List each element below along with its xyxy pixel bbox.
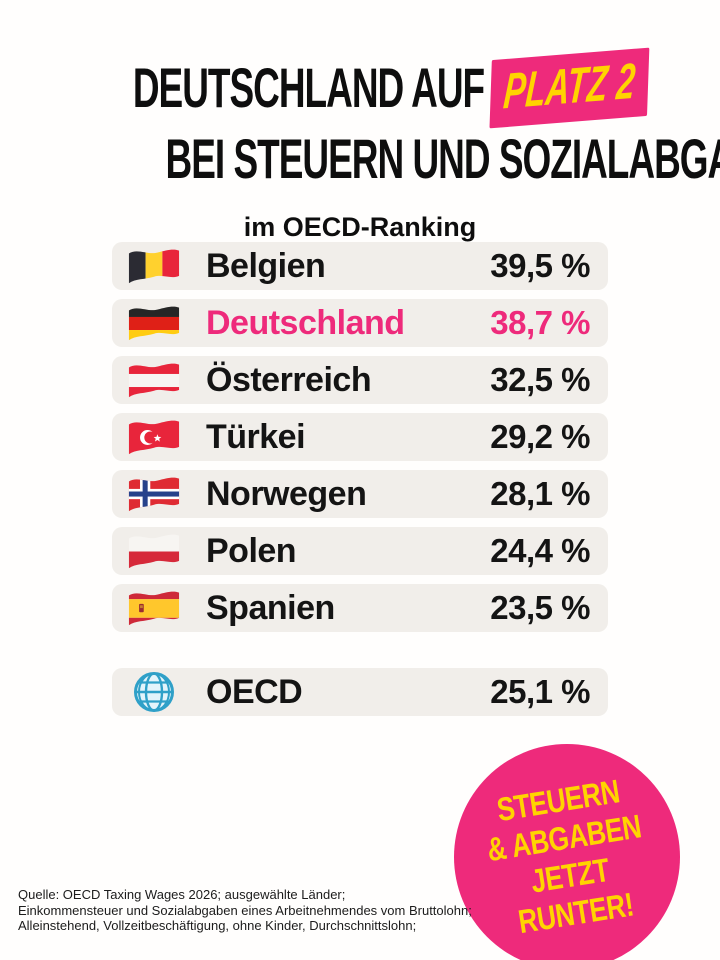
oecd-value: 25,1 % [490, 673, 590, 710]
globe-with-meridians-icon [134, 672, 174, 712]
spain-flag-icon [128, 591, 180, 625]
country-name: Belgien [206, 246, 326, 285]
source-line: Quelle: OECD Taxing Wages 2026; ausgewäh… [18, 887, 346, 902]
country-name: Deutschland [206, 303, 405, 342]
country-value: 38,7 % [490, 304, 590, 341]
title-text-2: BEI STEUERN UND SOZIALABGABEN [165, 126, 720, 190]
campaign-badge-text: STEUERN & ABGABEN JETZT RUNTER! [459, 767, 675, 947]
country-name: Österreich [206, 360, 372, 399]
ranking-list: Belgien 39,5 % Deutschland 38,7 % [112, 242, 608, 725]
country-name: Norwegen [206, 474, 367, 513]
country-name: Spanien [206, 588, 335, 627]
oecd-average-row: OECD 25,1 % [112, 668, 608, 716]
oecd-label: OECD [206, 672, 303, 711]
germany-flag-icon [128, 306, 180, 340]
belgium-flag-icon [128, 249, 180, 283]
platz-2-highlight-box: PLATZ 2 [489, 47, 650, 129]
country-value: 32,5 % [490, 361, 590, 398]
country-value: 29,2 % [490, 418, 590, 455]
title-line-1: DEUTSCHLAND AUF PLATZ 2 [0, 47, 720, 131]
campaign-badge: STEUERN & ABGABEN JETZT RUNTER! [454, 744, 680, 960]
norway-flag-icon [128, 477, 180, 511]
ranking-row-spanien: Spanien 23,5 % [112, 584, 608, 632]
country-value: 39,5 % [490, 247, 590, 284]
country-value: 24,4 % [490, 532, 590, 569]
poland-flag-icon [128, 534, 180, 568]
country-name: Türkei [206, 417, 306, 456]
source-line: Einkommensteuer und Sozialabgaben eines … [18, 902, 472, 918]
country-value: 23,5 % [490, 589, 590, 626]
ranking-row-norwegen: Norwegen 28,1 % [112, 470, 608, 518]
ranking-row-tuerkei: Türkei 29,2 % [112, 413, 608, 461]
country-value: 28,1 % [490, 475, 590, 512]
source-note: Quelle: OECD Taxing Wages 2026; ausgewäh… [18, 887, 472, 934]
turkey-flag-icon [128, 420, 180, 454]
title-line-2: BEI STEUERN UND SOZIALABGABEN [0, 126, 720, 202]
country-name: Polen [206, 531, 297, 570]
ranking-row-deutschland: Deutschland 38,7 % [112, 299, 608, 347]
austria-flag-icon [128, 363, 180, 397]
platz-2-label: PLATZ 2 [501, 52, 638, 120]
title-text-1: DEUTSCHLAND AUF [132, 55, 485, 119]
subtitle: im OECD-Ranking [243, 211, 477, 242]
ranking-row-oesterreich: Österreich 32,5 % [112, 356, 608, 404]
ranking-row-polen: Polen 24,4 % [112, 527, 608, 575]
source-line: Alleinstehend, Vollzeitbeschäftigung, oh… [18, 918, 417, 933]
ranking-row-belgien: Belgien 39,5 % [112, 242, 608, 290]
header: DEUTSCHLAND AUF PLATZ 2 BEI STEUERN UND S… [0, 47, 720, 243]
